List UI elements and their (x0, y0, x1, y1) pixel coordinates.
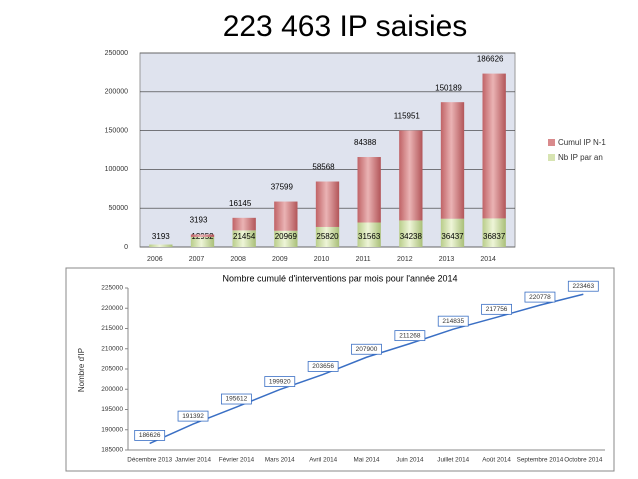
value-label: 223463 (572, 283, 594, 290)
legend-label: Cumul IP N-1 (558, 138, 606, 147)
legend-swatch (548, 139, 555, 146)
x-tick-label: 2014 (480, 256, 496, 263)
value-label: 37599 (271, 183, 294, 192)
value-label: 3193 (190, 216, 208, 225)
value-label: 25820 (316, 232, 339, 241)
x-tick-label: Juin 2014 (396, 457, 424, 464)
value-label: 34238 (400, 232, 423, 241)
x-tick-label: 2009 (272, 256, 288, 263)
x-tick-label: 2010 (314, 256, 330, 263)
value-label: 36837 (483, 232, 506, 241)
x-tick-label: Mars 2014 (265, 457, 295, 464)
value-label: 16145 (229, 199, 252, 208)
value-label: 31563 (358, 232, 381, 241)
x-tick-label: 2006 (147, 256, 163, 263)
value-label: 84388 (354, 138, 377, 147)
value-label: 21454 (233, 232, 256, 241)
value-label: 186626 (477, 55, 504, 64)
x-tick-label: Août 2014 (482, 457, 511, 464)
x-tick-label: 2007 (189, 256, 205, 263)
label-box (134, 430, 166, 441)
x-tick-label: 2013 (439, 256, 455, 263)
y-tick-label: 210000 (101, 345, 123, 352)
x-tick-label: Février 2014 (219, 457, 255, 464)
value-label: 220778 (529, 294, 551, 301)
slide-title: 223 463 IP saisies (223, 10, 468, 43)
value-label: 115951 (394, 112, 421, 121)
y-tick-label: 200000 (101, 386, 123, 393)
x-tick-label: 2012 (397, 256, 413, 263)
y-tick-label: 215000 (101, 325, 123, 332)
value-label: 211268 (399, 332, 421, 339)
label-box (221, 393, 252, 405)
x-tick-label: Octobre 2014 (564, 457, 603, 464)
x-tick-label: Mai 2014 (354, 457, 380, 464)
bar-segment (482, 73, 506, 219)
legend-label: Nb IP par an (558, 153, 603, 162)
value-label: 58568 (312, 163, 335, 172)
value-label: 203656 (312, 363, 334, 370)
value-label: 20969 (275, 232, 298, 241)
label-box (524, 291, 556, 303)
y-tick-label: 0 (124, 244, 128, 251)
bar-segment (274, 230, 298, 247)
value-label: 199920 (269, 378, 291, 385)
label-box (481, 303, 512, 315)
bar-segment (357, 222, 381, 247)
bar-segment (440, 218, 465, 247)
bar-segment (440, 102, 465, 219)
value-label: 195612 (226, 396, 248, 403)
y-tick-label: 185000 (101, 447, 123, 454)
y-tick-label: 225000 (101, 285, 123, 292)
y-tick-label: 250000 (105, 50, 128, 57)
value-label: 191392 (182, 413, 204, 420)
label-box (567, 280, 599, 292)
value-label: 150189 (435, 83, 462, 92)
bar-segment (190, 234, 215, 237)
bar-segment (399, 130, 423, 221)
y-tick-label: 100000 (105, 166, 128, 173)
label-box (351, 343, 382, 355)
x-tick-label: 2008 (230, 256, 246, 263)
bar-segment (190, 236, 215, 247)
y-tick-label: 220000 (101, 305, 123, 312)
y-tick-label: 50000 (109, 205, 129, 212)
x-tick-label: 2011 (356, 256, 371, 263)
x-tick-label: Juillet 2014 (437, 457, 469, 464)
bar-segment (274, 201, 298, 231)
y-tick-label: 205000 (101, 366, 123, 373)
label-box (177, 410, 209, 422)
bar-segment (482, 218, 506, 247)
y-tick-label: 150000 (105, 127, 128, 134)
y-tick-label: 195000 (101, 406, 123, 413)
bar-segment (315, 181, 340, 227)
bar-segment (315, 226, 340, 247)
legend-swatch (548, 154, 555, 161)
bar-segment (232, 217, 256, 231)
bar-segment (399, 220, 423, 247)
y-axis-title: Nombre d'IP (77, 348, 86, 392)
bar-segment (357, 157, 381, 223)
x-tick-label: Janvier 2014 (175, 457, 212, 464)
x-tick-label: Avril 2014 (309, 457, 337, 464)
y-tick-label: 200000 (105, 89, 128, 96)
value-label: 186626 (139, 432, 161, 439)
x-tick-label: Décembre 2013 (127, 457, 172, 464)
value-label: 207900 (356, 346, 378, 353)
bar-segment (232, 230, 256, 247)
chart-title: Nombre cumulé d'interventions par mois p… (222, 273, 457, 283)
label-box (394, 330, 426, 342)
value-label: 217756 (486, 306, 508, 313)
bar-segment (149, 244, 173, 247)
x-tick-label: Septembre 2014 (517, 457, 564, 464)
label-box (437, 315, 469, 327)
value-label: 214835 (442, 318, 464, 325)
value-label: 3193 (152, 232, 170, 241)
value-label: 36437 (441, 232, 464, 241)
y-tick-label: 190000 (101, 426, 123, 433)
label-box (264, 376, 296, 387)
label-box (307, 361, 339, 372)
